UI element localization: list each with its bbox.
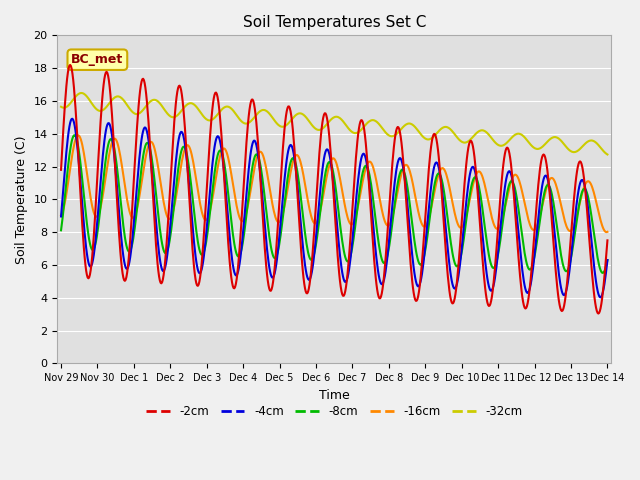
Text: BC_met: BC_met xyxy=(71,53,124,66)
X-axis label: Time: Time xyxy=(319,389,349,402)
Legend: -2cm, -4cm, -8cm, -16cm, -32cm: -2cm, -4cm, -8cm, -16cm, -32cm xyxy=(141,401,527,423)
Title: Soil Temperatures Set C: Soil Temperatures Set C xyxy=(243,15,426,30)
Y-axis label: Soil Temperature (C): Soil Temperature (C) xyxy=(15,135,28,264)
